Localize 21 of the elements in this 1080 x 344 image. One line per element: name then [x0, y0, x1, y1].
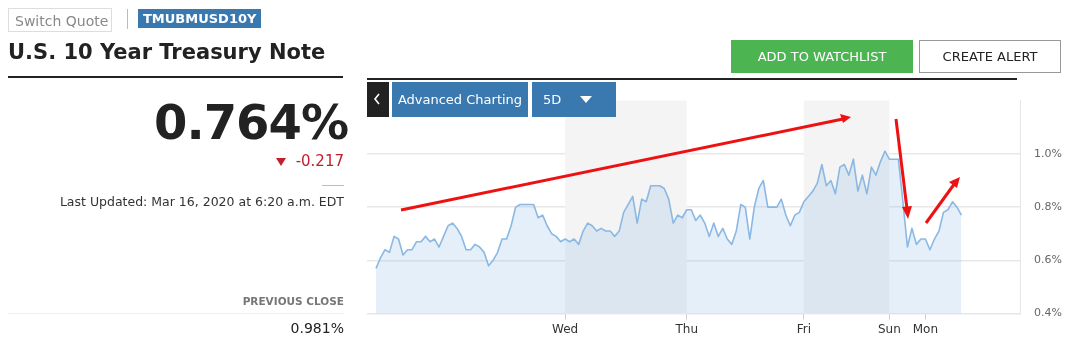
y-tick-label: 0.8% — [1034, 199, 1062, 213]
dropdown-button: 5D — [532, 82, 616, 117]
x-tick-label: Wed — [552, 321, 579, 336]
y-tick-label: 0.4% — [1034, 306, 1062, 320]
x-tick-label: Mon — [912, 321, 939, 336]
text: TMUBMUSD10Y — [138, 9, 262, 28]
text: 0.981% — [289, 320, 344, 336]
x-tick-label: Fri — [796, 321, 811, 336]
text: 0.764% — [153, 94, 348, 150]
x-tick-label: Thu — [674, 321, 699, 336]
text: Switch Quote — [8, 8, 112, 32]
text: ADD TO WATCHLIST — [731, 40, 913, 73]
text: PREVIOUS CLOSE — [241, 295, 344, 307]
y-tick-label: 0.6% — [1034, 253, 1062, 267]
x-tick-label: Sun — [877, 321, 901, 336]
text: U.S. 10 Year Treasury Note — [8, 40, 326, 64]
button: Advanced Charting — [392, 82, 528, 117]
text: -0.217 — [294, 152, 344, 170]
text: CREATE ALERT — [919, 40, 1061, 73]
text: Last Updated: Mar 16, 2020 at 6:20 a.m. EDT — [58, 194, 344, 209]
y-tick-label: 1.0% — [1034, 146, 1062, 160]
